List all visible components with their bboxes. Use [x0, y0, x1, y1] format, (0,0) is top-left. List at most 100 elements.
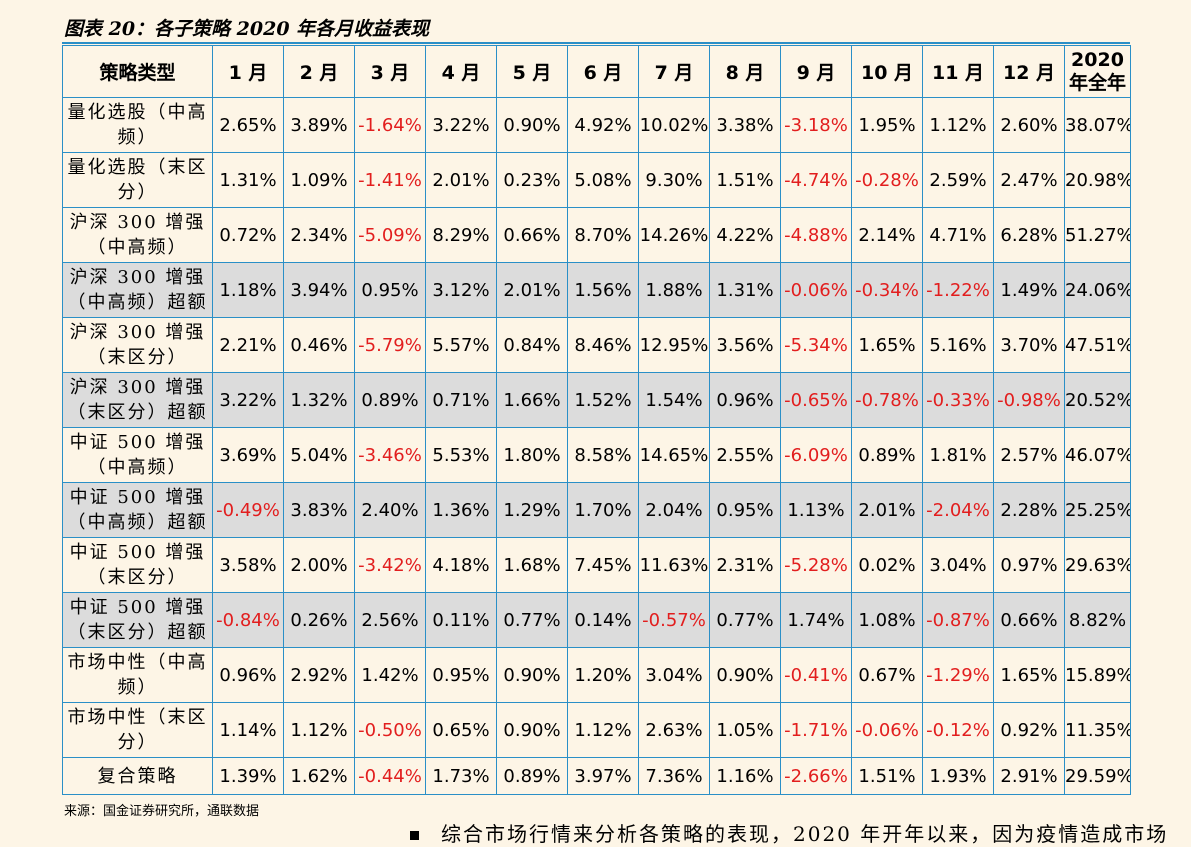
annual-return-cell: 20.52%: [1064, 372, 1131, 428]
monthly-return-cell: 3.70%: [993, 317, 1065, 373]
monthly-return-cell: 1.51%: [851, 757, 923, 795]
strategy-returns-table: 策略类型 1 月 2 月 3 月 4 月 5 月 6 月 7 月 8 月 9 月…: [62, 45, 1131, 795]
strategy-name-cell: 沪深 300 增强（中高频）超额: [62, 262, 213, 318]
monthly-return-cell: 5.53%: [425, 427, 497, 483]
monthly-return-cell: 0.67%: [851, 647, 923, 703]
monthly-return-cell: 8.29%: [425, 207, 497, 263]
monthly-return-cell: 3.69%: [212, 427, 284, 483]
monthly-return-cell: 5.04%: [283, 427, 355, 483]
monthly-return-cell: 1.93%: [922, 757, 994, 795]
monthly-return-cell: 1.66%: [496, 372, 568, 428]
monthly-return-cell: 2.00%: [283, 537, 355, 593]
monthly-return-cell: 2.31%: [709, 537, 781, 593]
monthly-return-cell: -1.22%: [922, 262, 994, 318]
monthly-return-cell: -2.04%: [922, 482, 994, 538]
monthly-return-cell: -5.34%: [780, 317, 852, 373]
annual-return-cell: 29.63%: [1064, 537, 1131, 593]
monthly-return-cell: 2.65%: [212, 97, 284, 153]
monthly-return-cell: 0.96%: [709, 372, 781, 428]
table-row: 中证 500 增强（末区分） 3.58% 2.00% -3.42% 4.18% 1.68%…: [62, 537, 1131, 593]
monthly-return-cell: 1.49%: [993, 262, 1065, 318]
annual-return-cell: 11.35%: [1064, 702, 1131, 758]
header-cell: 3 月: [354, 45, 426, 98]
monthly-return-cell: 1.12%: [283, 702, 355, 758]
header-cell: 10 月: [851, 45, 923, 98]
table-row: 量化选股（末区分） 1.31% 1.09% -1.41% 2.01% 0.23% 5.08%…: [62, 152, 1131, 208]
table-row: 复合策略 1.39% 1.62% -0.44% 1.73% 0.89% 3.97% 7.36%…: [62, 757, 1131, 795]
monthly-return-cell: 2.92%: [283, 647, 355, 703]
monthly-return-cell: 0.77%: [496, 592, 568, 648]
monthly-return-cell: -0.87%: [922, 592, 994, 648]
monthly-return-cell: 3.83%: [283, 482, 355, 538]
annual-return-cell: 46.07%: [1064, 427, 1131, 483]
monthly-return-cell: -3.46%: [354, 427, 426, 483]
monthly-return-cell: -0.28%: [851, 152, 923, 208]
annual-return-cell: 20.98%: [1064, 152, 1131, 208]
monthly-return-cell: 0.65%: [425, 702, 497, 758]
monthly-return-cell: 4.92%: [567, 97, 639, 153]
monthly-return-cell: -1.71%: [780, 702, 852, 758]
header-cell: 6 月: [567, 45, 639, 98]
monthly-return-cell: 3.38%: [709, 97, 781, 153]
monthly-return-cell: -0.33%: [922, 372, 994, 428]
monthly-return-cell: -4.74%: [780, 152, 852, 208]
strategy-name-cell: 沪深 300 增强（末区分）超额: [62, 372, 213, 428]
monthly-return-cell: 1.73%: [425, 757, 497, 795]
table-row: 市场中性（末区分） 1.14% 1.12% -0.50% 0.65% 0.90% 1.12%…: [62, 702, 1131, 758]
monthly-return-cell: 0.96%: [212, 647, 284, 703]
monthly-return-cell: 8.46%: [567, 317, 639, 373]
monthly-return-cell: 1.81%: [922, 427, 994, 483]
monthly-return-cell: -5.79%: [354, 317, 426, 373]
monthly-return-cell: -0.57%: [638, 592, 710, 648]
header-cell: 9 月: [780, 45, 852, 98]
monthly-return-cell: 0.14%: [567, 592, 639, 648]
monthly-return-cell: 1.88%: [638, 262, 710, 318]
monthly-return-cell: 0.97%: [993, 537, 1065, 593]
monthly-return-cell: 2.40%: [354, 482, 426, 538]
annual-return-cell: 8.82%: [1064, 592, 1131, 648]
monthly-return-cell: 2.57%: [993, 427, 1065, 483]
monthly-return-cell: 0.95%: [709, 482, 781, 538]
title-rule: [62, 42, 1130, 44]
table-row: 中证 500 增强（中高频）超额 -0.49% 3.83% 2.40% 1.36% 1.2…: [62, 482, 1131, 538]
monthly-return-cell: -2.66%: [780, 757, 852, 795]
header-cell: 11 月: [922, 45, 994, 98]
monthly-return-cell: 1.54%: [638, 372, 710, 428]
table-row: 沪深 300 增强（中高频） 0.72% 2.34% -5.09% 8.29% 0.66%…: [62, 207, 1131, 263]
monthly-return-cell: 0.46%: [283, 317, 355, 373]
monthly-return-cell: 0.89%: [354, 372, 426, 428]
monthly-return-cell: 0.89%: [851, 427, 923, 483]
monthly-return-cell: 1.95%: [851, 97, 923, 153]
monthly-return-cell: 5.16%: [922, 317, 994, 373]
monthly-return-cell: -1.41%: [354, 152, 426, 208]
monthly-return-cell: 14.26%: [638, 207, 710, 263]
monthly-return-cell: -5.28%: [780, 537, 852, 593]
monthly-return-cell: -3.18%: [780, 97, 852, 153]
annual-return-cell: 51.27%: [1064, 207, 1131, 263]
monthly-return-cell: 0.95%: [354, 262, 426, 318]
monthly-return-cell: 0.66%: [496, 207, 568, 263]
monthly-return-cell: -1.64%: [354, 97, 426, 153]
annual-return-cell: 15.89%: [1064, 647, 1131, 703]
monthly-return-cell: -0.50%: [354, 702, 426, 758]
annual-return-cell: 24.06%: [1064, 262, 1131, 318]
monthly-return-cell: 1.62%: [283, 757, 355, 795]
monthly-return-cell: -0.44%: [354, 757, 426, 795]
header-cell: 2 月: [283, 45, 355, 98]
monthly-return-cell: 3.58%: [212, 537, 284, 593]
monthly-return-cell: 1.52%: [567, 372, 639, 428]
monthly-return-cell: 3.22%: [212, 372, 284, 428]
header-row: 策略类型 1 月 2 月 3 月 4 月 5 月 6 月 7 月 8 月 9 月…: [62, 45, 1131, 98]
monthly-return-cell: 0.11%: [425, 592, 497, 648]
monthly-return-cell: 3.22%: [425, 97, 497, 153]
monthly-return-cell: 2.34%: [283, 207, 355, 263]
strategy-name-cell: 中证 500 增强（中高频）超额: [62, 482, 213, 538]
strategy-name-cell: 中证 500 增强（中高频）: [62, 427, 213, 483]
monthly-return-cell: 1.32%: [283, 372, 355, 428]
monthly-return-cell: 0.84%: [496, 317, 568, 373]
monthly-return-cell: -6.09%: [780, 427, 852, 483]
monthly-return-cell: 5.08%: [567, 152, 639, 208]
monthly-return-cell: 1.14%: [212, 702, 284, 758]
monthly-return-cell: 1.51%: [709, 152, 781, 208]
monthly-return-cell: 11.63%: [638, 537, 710, 593]
